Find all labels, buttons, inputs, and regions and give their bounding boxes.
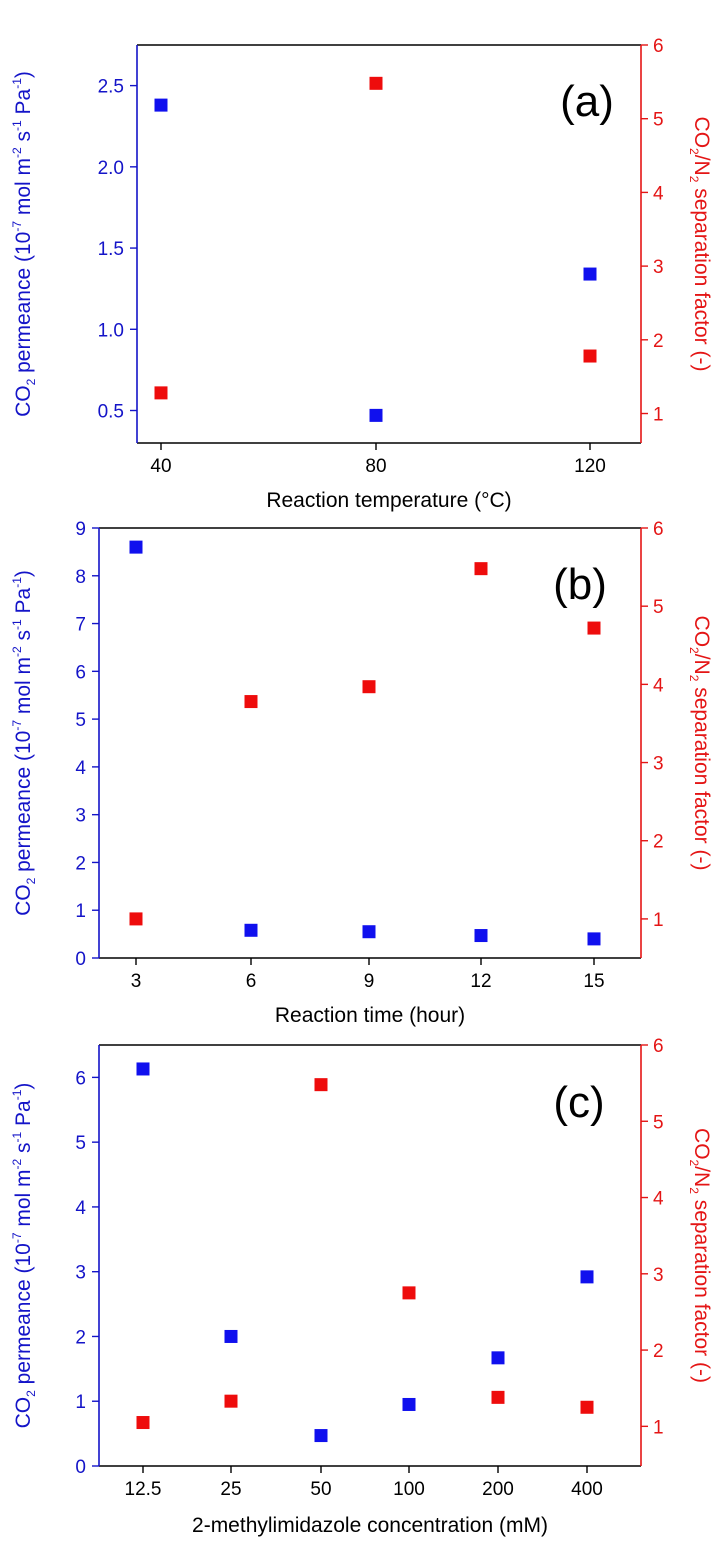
panel-label: (c) [553, 1078, 604, 1127]
separation-factor-point [224, 1394, 238, 1408]
permeance-point [580, 1270, 594, 1284]
y-right-tick-label: 5 [653, 110, 664, 131]
separation-factor-point [362, 680, 376, 694]
separation-factor-point [580, 1400, 594, 1414]
permeance-point [224, 1329, 238, 1343]
x-tick-label: 3 [131, 971, 142, 992]
y-left-tick-label: 1.5 [98, 239, 124, 260]
y-left-tick-label: 2.0 [98, 158, 124, 179]
panel-label: (a) [560, 77, 614, 126]
x-tick-label: 15 [583, 971, 604, 992]
y-right-tick-label: 4 [653, 1189, 664, 1210]
x-axis-title: Reaction temperature (°C) [266, 489, 511, 512]
y-right-tick-label: 3 [653, 754, 664, 775]
x-axis-title: Reaction time (hour) [275, 1004, 465, 1027]
y-right-tick-label: 1 [653, 910, 664, 931]
permeance-point [369, 408, 383, 422]
separation-factor-point [474, 562, 488, 576]
x-tick-label: 25 [220, 1479, 241, 1500]
y-left-axis-title: CO2 permeance (10-7 mol m-2 s-1 Pa-1) [10, 71, 38, 417]
y-left-tick-label: 1 [75, 901, 86, 922]
x-tick-label: 100 [393, 1479, 425, 1500]
separation-factor-point [369, 76, 383, 90]
permeance-point [402, 1397, 416, 1411]
y-left-tick-label: 6 [75, 662, 86, 683]
y-left-tick-label: 5 [75, 710, 86, 731]
y-left-tick-label: 2.5 [98, 77, 124, 98]
y-left-tick-label: 2 [75, 853, 86, 874]
y-left-tick-label: 1 [75, 1392, 86, 1413]
y-left-tick-label: 9 [75, 519, 86, 540]
y-left-tick-label: 4 [75, 1198, 86, 1219]
separation-factor-point [136, 1416, 150, 1430]
y-left-tick-label: 2 [75, 1327, 86, 1348]
permeance-point [154, 98, 168, 112]
y-right-tick-label: 6 [653, 519, 664, 540]
separation-factor-point [129, 912, 143, 926]
separation-factor-point [402, 1286, 416, 1300]
x-tick-label: 80 [365, 456, 386, 477]
permeance-point [314, 1429, 328, 1443]
x-tick-label: 12 [470, 971, 491, 992]
x-tick-label: 40 [150, 456, 171, 477]
permeance-point [129, 540, 143, 554]
y-right-tick-label: 2 [653, 832, 664, 853]
permeance-point [583, 267, 597, 281]
y-right-tick-label: 3 [653, 257, 664, 278]
panel-label: (b) [553, 560, 607, 609]
chart-panel-a: 40 80 120 0.5 1.0 1.5 2.0 2.5 1 2 3 4 5 6 (a) Reaction … [10, 36, 713, 512]
y-right-tick-label: 6 [653, 36, 664, 57]
chart-panel-c: 12.5 25 50 100 200 400 0 1 2 3 4 5 6 1 2 3 4 5 6 (c) 2-methy… [10, 1036, 713, 1537]
y-left-axis-title: CO2 permeance (10-7 mol m-2 s-1 Pa-1) [10, 570, 38, 916]
y-right-axis-title: CO2/N2 separation factor (-) [687, 117, 713, 372]
separation-factor-point [587, 621, 601, 635]
y-left-tick-label: 3 [75, 806, 86, 827]
permeance-point [474, 929, 488, 943]
y-left-tick-label: 1.0 [98, 320, 124, 341]
y-right-tick-label: 3 [653, 1265, 664, 1286]
x-tick-label: 6 [246, 971, 257, 992]
separation-factor-point [244, 695, 258, 709]
y-right-tick-label: 1 [653, 1417, 664, 1438]
permeance-point [362, 925, 376, 939]
y-left-tick-label: 0 [75, 949, 86, 970]
x-tick-label: 200 [482, 1479, 514, 1500]
y-right-tick-label: 4 [653, 675, 664, 696]
permeance-point [244, 923, 258, 937]
x-tick-label: 400 [571, 1479, 603, 1500]
y-left-axis-title: CO2 permeance (10-7 mol m-2 s-1 Pa-1) [10, 1083, 38, 1429]
y-left-tick-label: 7 [75, 615, 86, 636]
permeance-point [587, 932, 601, 946]
y-right-axis-title: CO2/N2 separation factor (-) [687, 616, 713, 871]
y-right-tick-label: 6 [653, 1036, 664, 1057]
y-left-tick-label: 5 [75, 1133, 86, 1154]
y-left-tick-label: 3 [75, 1263, 86, 1284]
y-left-tick-label: 0 [75, 1457, 86, 1478]
x-tick-label: 120 [574, 456, 606, 477]
permeance-point [136, 1062, 150, 1076]
y-right-tick-label: 1 [653, 405, 664, 426]
separation-factor-point [583, 349, 597, 363]
separation-factor-point [314, 1078, 328, 1092]
y-left-tick-label: 8 [75, 567, 86, 588]
y-right-tick-label: 5 [653, 597, 664, 618]
y-right-axis-title: CO2/N2 separation factor (-) [687, 1128, 713, 1383]
x-tick-label: 9 [364, 971, 375, 992]
y-right-tick-label: 2 [653, 331, 664, 352]
separation-factor-point [154, 386, 168, 400]
y-right-tick-label: 4 [653, 183, 664, 204]
y-left-tick-label: 0.5 [98, 402, 124, 423]
permeance-point [491, 1351, 505, 1365]
x-tick-label: 12.5 [125, 1479, 162, 1500]
x-axis-title: 2-methylimidazole concentration (mM) [192, 1514, 548, 1537]
y-left-tick-label: 6 [75, 1068, 86, 1089]
separation-factor-point [491, 1390, 505, 1404]
y-left-tick-label: 4 [75, 758, 86, 779]
y-right-tick-label: 5 [653, 1112, 664, 1133]
y-right-tick-label: 2 [653, 1341, 664, 1362]
x-tick-label: 50 [310, 1479, 331, 1500]
